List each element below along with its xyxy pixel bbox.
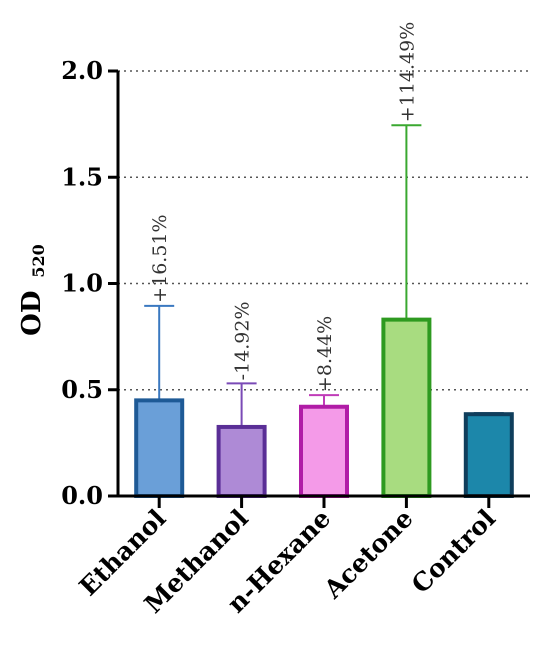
bar-acetone — [381, 317, 432, 498]
bar-annotation: +8.44% — [314, 316, 336, 392]
bar-annotations: +16.51% -14.92% +8.44% +114.49% — [149, 22, 418, 392]
y-ticks: 0.0 0.5 1.0 1.5 2.0 — [61, 56, 118, 510]
y-axis-title: OD 520 — [17, 244, 48, 336]
y-tick-label: 1.5 — [61, 162, 103, 191]
y-tick-label: 0.0 — [61, 481, 103, 510]
y-tick-label: 2.0 — [61, 56, 103, 85]
y-axis-title-subscript: 520 — [29, 244, 48, 277]
bar-n-hexane — [299, 404, 349, 498]
bar-methanol — [216, 424, 267, 498]
bars — [134, 124, 514, 498]
bar-control — [463, 412, 514, 498]
y-tick-label: 1.0 — [61, 269, 103, 298]
bar-annotation: +114.49% — [396, 22, 418, 122]
bar-ethanol — [134, 398, 185, 498]
x-tick-label: Acetone — [318, 504, 419, 605]
y-tick-label: 0.5 — [61, 375, 103, 404]
x-tick-label: Control — [406, 504, 501, 599]
bar-annotation: +16.51% — [149, 214, 171, 302]
gridlines — [118, 70, 530, 391]
bar-annotation: -14.92% — [232, 302, 254, 381]
